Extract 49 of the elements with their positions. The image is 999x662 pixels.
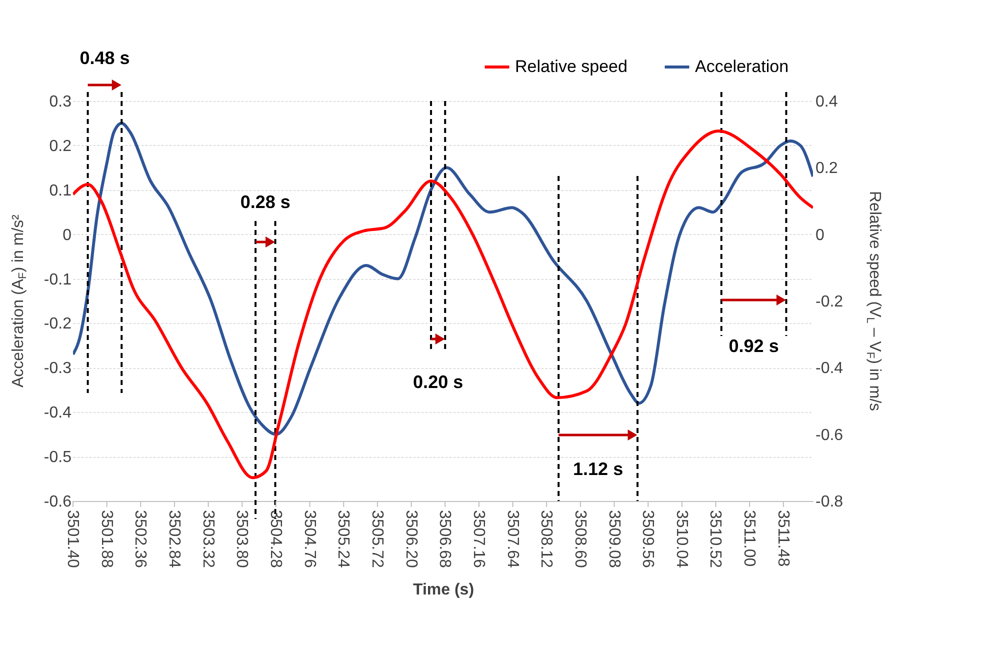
x-tick-label: 3505.72: [368, 510, 386, 568]
x-tick-label: 3504.28: [266, 510, 284, 568]
x-tick-label: 3509.56: [639, 510, 656, 568]
x-tick-label: 3511.00: [740, 510, 758, 567]
x-tick-label: 3501.88: [98, 510, 115, 568]
y-tick-label: -0.4: [44, 404, 72, 422]
ref-line-label: 0.20 s: [413, 372, 464, 392]
y-tick-label: 0: [62, 226, 72, 244]
x-tick-label: 3510.52: [706, 510, 724, 568]
x-tick-label: 3505.24: [334, 510, 352, 568]
y-tick-label: -0.3: [44, 360, 72, 378]
x-tick-label: 3508.12: [538, 510, 555, 568]
x-tick-label: 3504.76: [300, 510, 318, 568]
y2-tick-label: -0.8: [816, 494, 844, 510]
x-tick-label: 3501.40: [64, 510, 81, 568]
ref-line-label: 0.92 s: [728, 336, 779, 356]
x-tick-label: 3502.84: [165, 510, 182, 568]
x-tick-label: 3511.48: [774, 510, 792, 567]
y2-tick-label: 0.2: [816, 160, 838, 178]
y-tick-label: 0.2: [49, 138, 72, 155]
x-tick-label: 3507.64: [504, 510, 521, 568]
legend-label: Relative speed: [515, 57, 628, 76]
y-tick-label: -0.6: [44, 494, 72, 510]
x-tick-label: 3509.08: [605, 510, 622, 568]
x-tick-label: 3502.36: [132, 510, 149, 568]
y-tick-label: -0.1: [44, 271, 72, 288]
y2-tick-label: -0.2: [816, 294, 844, 310]
ref-line-label: 0.48 s: [80, 48, 130, 68]
y2-tick-label: -0.4: [816, 360, 844, 378]
x-tick-label: 3506.68: [436, 510, 454, 568]
y-axis-title: Acceleration (AF) in m/s²: [10, 214, 29, 388]
y2-tick-label: 0: [816, 226, 824, 244]
x-tick-label: 3503.80: [233, 510, 250, 568]
y2-axis-title: Relative speed (VL – VF) in m/s: [864, 190, 883, 412]
x-tick-label: 3506.20: [402, 510, 420, 568]
x-tick-label: 3508.60: [571, 510, 588, 568]
y-tick-label: -0.5: [44, 449, 72, 466]
x-tick-label: 3507.16: [470, 510, 487, 568]
x-axis-title: Time (s): [412, 582, 474, 598]
x-tick-label: 3503.32: [199, 510, 216, 568]
ref-line-label: 0.28 s: [240, 192, 290, 212]
ref-line-label: 1.12 s: [573, 459, 624, 479]
legend-label: Acceleration: [695, 57, 789, 76]
y-tick-label: 0.1: [49, 182, 72, 200]
y-tick-label: -0.2: [44, 316, 72, 333]
x-tick-label: 3510.04: [672, 510, 690, 568]
y-tick-label: 0.3: [49, 94, 72, 110]
y2-tick-label: -0.6: [816, 426, 844, 444]
y2-tick-label: 0.4: [816, 94, 838, 110]
